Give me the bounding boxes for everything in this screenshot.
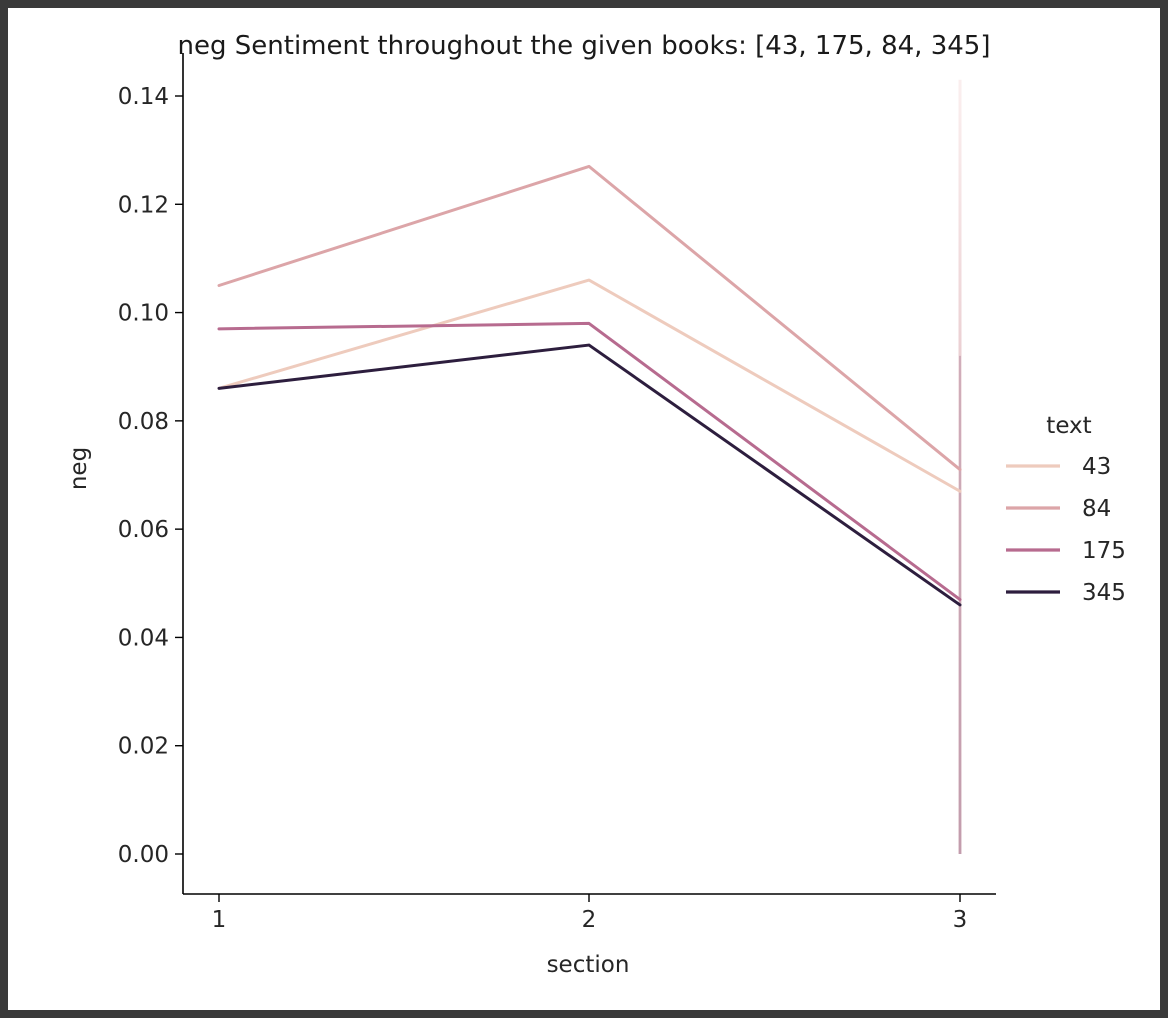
y-tick-label: 0.10 (118, 301, 169, 327)
legend-title: text (1046, 413, 1091, 439)
y-tick-label: 0.08 (118, 409, 169, 435)
x-tick-label: 2 (582, 907, 597, 933)
y-tick-label: 0.04 (118, 625, 169, 651)
chart-title: neg Sentiment throughout the given books… (178, 31, 991, 61)
y-axis-label: neg (66, 447, 92, 490)
legend: text 43 84 175 345 (1006, 413, 1126, 606)
figure-frame: neg Sentiment throughout the given books… (8, 8, 1160, 1010)
y-tick-label: 0.00 (118, 842, 169, 868)
plot-area: 0.00 0.02 0.04 0.06 0.08 0.10 0.12 0.14 1 2 3 (118, 53, 996, 933)
legend-label-43: 43 (1082, 454, 1111, 480)
legend-label-345: 345 (1082, 580, 1126, 606)
y-tick-label: 0.06 (118, 517, 169, 543)
x-tick-label: 1 (212, 907, 227, 933)
x-axis-label: section (547, 952, 630, 978)
chart-canvas: neg Sentiment throughout the given books… (66, 31, 1126, 978)
series-line-345 (217, 343, 962, 607)
legend-label-175: 175 (1082, 538, 1126, 564)
series-line-43 (217, 278, 962, 493)
y-tick-label: 0.14 (118, 84, 169, 110)
series-line-175 (217, 321, 962, 602)
y-tick-label: 0.02 (118, 734, 169, 760)
legend-label-84: 84 (1082, 496, 1111, 522)
series-line-84 (217, 164, 962, 472)
x-tick-label: 3 (953, 907, 968, 933)
y-tick-label: 0.12 (118, 192, 169, 218)
